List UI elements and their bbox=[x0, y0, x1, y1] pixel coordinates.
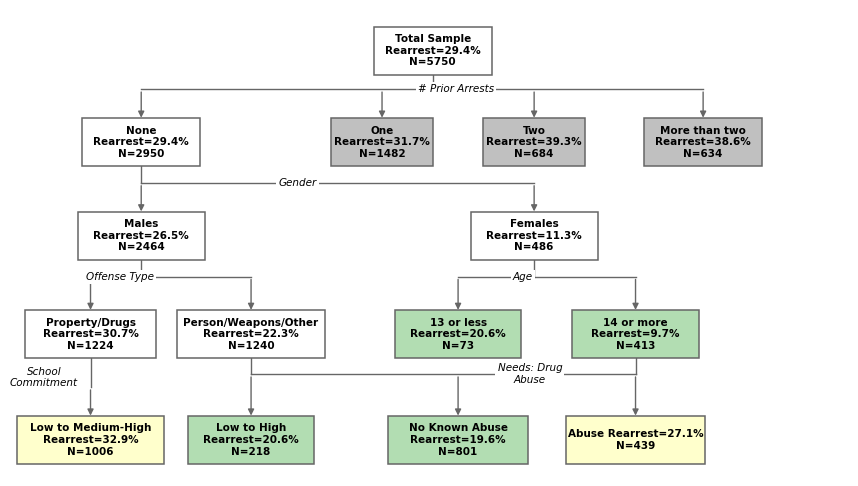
Text: Low to Medium-High
Rearrest=32.9%
N=1006: Low to Medium-High Rearrest=32.9% N=1006 bbox=[30, 423, 151, 456]
FancyBboxPatch shape bbox=[177, 310, 325, 358]
Text: Abuse Rearrest=27.1%
N=439: Abuse Rearrest=27.1% N=439 bbox=[568, 429, 704, 451]
Text: No Known Abuse
Rearrest=19.6%
N=801: No Known Abuse Rearrest=19.6% N=801 bbox=[408, 423, 508, 456]
Text: School
Commitment: School Commitment bbox=[10, 367, 78, 388]
Text: One
Rearrest=31.7%
N=1482: One Rearrest=31.7% N=1482 bbox=[334, 125, 430, 159]
Text: 14 or more
Rearrest=9.7%
N=413: 14 or more Rearrest=9.7% N=413 bbox=[591, 318, 680, 351]
Text: Needs: Drug
Abuse: Needs: Drug Abuse bbox=[498, 364, 562, 385]
FancyBboxPatch shape bbox=[25, 310, 156, 358]
Text: Offense Type: Offense Type bbox=[87, 272, 154, 281]
FancyBboxPatch shape bbox=[331, 118, 432, 166]
FancyBboxPatch shape bbox=[565, 416, 705, 464]
Text: Low to High
Rearrest=20.6%
N=218: Low to High Rearrest=20.6% N=218 bbox=[203, 423, 299, 456]
Text: Total Sample
Rearrest=29.4%
N=5750: Total Sample Rearrest=29.4% N=5750 bbox=[385, 34, 480, 68]
FancyBboxPatch shape bbox=[82, 118, 201, 166]
Text: Two
Rearrest=39.3%
N=684: Two Rearrest=39.3% N=684 bbox=[486, 125, 582, 159]
Text: More than two
Rearrest=38.6%
N=634: More than two Rearrest=38.6% N=634 bbox=[656, 125, 751, 159]
Text: Age: Age bbox=[513, 272, 533, 281]
Text: Property/Drugs
Rearrest=30.7%
N=1224: Property/Drugs Rearrest=30.7% N=1224 bbox=[43, 318, 138, 351]
FancyBboxPatch shape bbox=[188, 416, 314, 464]
FancyBboxPatch shape bbox=[373, 27, 492, 75]
FancyBboxPatch shape bbox=[483, 118, 585, 166]
FancyBboxPatch shape bbox=[389, 416, 528, 464]
Text: 13 or less
Rearrest=20.6%
N=73: 13 or less Rearrest=20.6% N=73 bbox=[410, 318, 506, 351]
Text: Gender: Gender bbox=[279, 178, 317, 188]
FancyBboxPatch shape bbox=[572, 310, 699, 358]
FancyBboxPatch shape bbox=[644, 118, 762, 166]
FancyBboxPatch shape bbox=[16, 416, 165, 464]
Text: # Prior Arrests: # Prior Arrests bbox=[418, 84, 494, 94]
FancyBboxPatch shape bbox=[78, 212, 204, 260]
Text: None
Rearrest=29.4%
N=2950: None Rearrest=29.4% N=2950 bbox=[94, 125, 189, 159]
Text: Males
Rearrest=26.5%
N=2464: Males Rearrest=26.5% N=2464 bbox=[94, 219, 189, 252]
FancyBboxPatch shape bbox=[395, 310, 522, 358]
FancyBboxPatch shape bbox=[471, 212, 597, 260]
Text: Females
Rearrest=11.3%
N=486: Females Rearrest=11.3% N=486 bbox=[486, 219, 582, 252]
Text: Person/Weapons/Other
Rearrest=22.3%
N=1240: Person/Weapons/Other Rearrest=22.3% N=12… bbox=[184, 318, 318, 351]
